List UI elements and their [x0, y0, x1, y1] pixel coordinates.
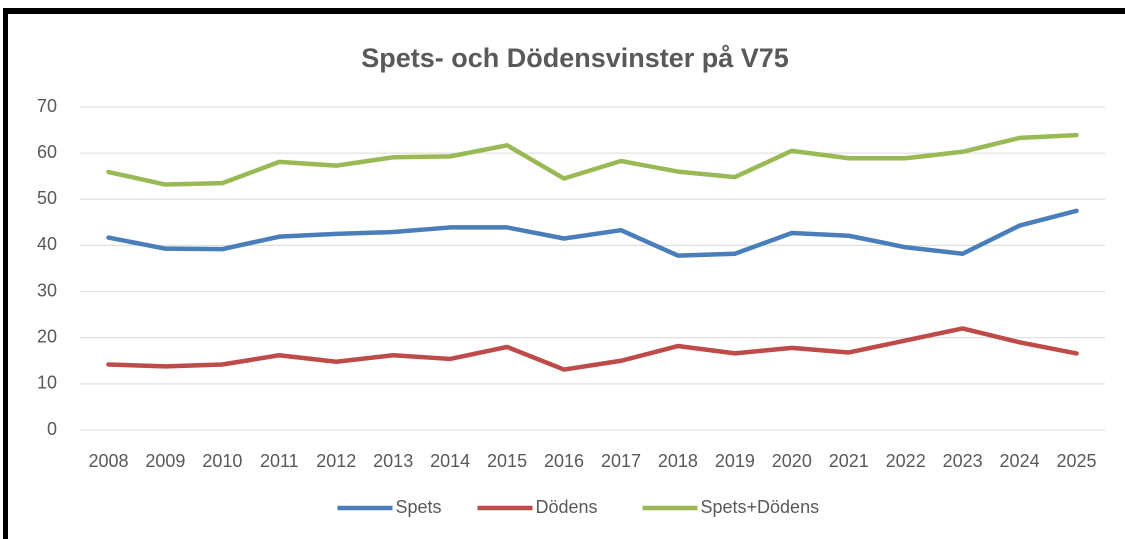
chart-title: Spets- och Dödensvinster på V75: [361, 43, 789, 73]
y-tick-label: 0: [47, 419, 57, 439]
x-tick-label: 2017: [601, 451, 641, 471]
x-tick-label: 2019: [715, 451, 755, 471]
x-tick-label: 2014: [430, 451, 470, 471]
legend-label: Dödens: [536, 497, 598, 517]
series-line: [106, 326, 1079, 372]
x-tick-label: 2008: [88, 451, 128, 471]
y-tick-label: 70: [37, 96, 57, 116]
x-tick-label: 2021: [829, 451, 869, 471]
frame-left: [3, 8, 8, 539]
legend-label: Spets: [396, 497, 442, 517]
x-tick-label: 2012: [316, 451, 356, 471]
y-tick-label: 20: [37, 326, 57, 346]
frame-top: [3, 8, 1125, 14]
x-tick-label: 2018: [658, 451, 698, 471]
series-line: [106, 132, 1079, 187]
x-tick-label: 2024: [1000, 451, 1040, 471]
x-tick-label: 2022: [886, 451, 926, 471]
x-tick-label: 2009: [145, 451, 185, 471]
x-tick-label: 2015: [487, 451, 527, 471]
x-tick-label: 2013: [373, 451, 413, 471]
y-tick-label: 30: [37, 280, 57, 300]
y-tick-label: 10: [37, 373, 57, 393]
x-tick-label: 2011: [260, 451, 299, 471]
y-tick-label: 50: [37, 188, 57, 208]
x-tick-label: 2023: [943, 451, 983, 471]
x-tick-label: 2025: [1057, 451, 1097, 471]
x-tick-label: 2020: [772, 451, 812, 471]
y-tick-label: 40: [37, 234, 57, 254]
x-tick-label: 2010: [202, 451, 242, 471]
y-tick-label: 60: [37, 142, 57, 162]
x-tick-label: 2016: [544, 451, 584, 471]
series-line: [106, 208, 1079, 258]
legend-label: Spets+Dödens: [701, 497, 820, 517]
